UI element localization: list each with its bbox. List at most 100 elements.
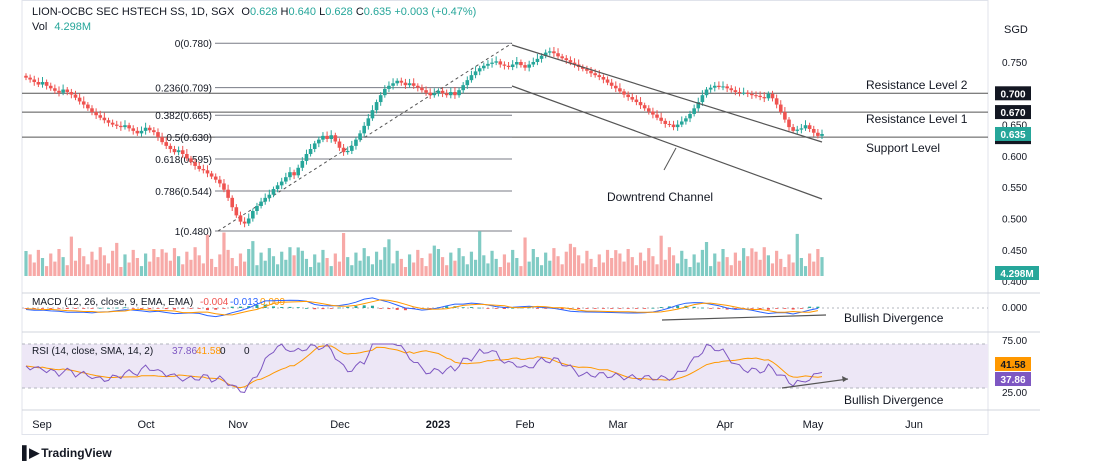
macd-histogram-bar [783, 308, 787, 309]
volume-bar [622, 261, 626, 276]
candle-body [778, 104, 783, 113]
volume-bar [98, 247, 102, 276]
macd-histogram-bar [791, 308, 795, 310]
candle-body [395, 80, 399, 84]
macd-histogram-bar [775, 308, 779, 309]
candle-body [754, 95, 758, 97]
volume-bar [733, 252, 737, 276]
macd-histogram-bar [379, 308, 383, 309]
tradingview-logo[interactable]: ▌▶ TradingView [22, 445, 112, 461]
candle-body [461, 85, 465, 91]
volume-bar [816, 249, 820, 276]
candle-body [663, 120, 668, 124]
macd-histogram-bar [346, 306, 350, 308]
candle-body [436, 90, 441, 94]
close-label: C [355, 6, 364, 18]
low-value: 0.628 [325, 6, 353, 18]
candle-body [675, 124, 680, 128]
volume-bar [358, 260, 362, 276]
candle-body [201, 169, 206, 171]
candle-body [143, 127, 148, 131]
candle-body [226, 189, 230, 198]
candle-body [36, 82, 41, 85]
candle-body [605, 79, 610, 83]
rsi-value: 37.86 [172, 346, 197, 357]
volume-bar [333, 253, 337, 276]
volume-bar [172, 248, 177, 276]
volume-bar [65, 265, 69, 276]
fib-label: 0.382(0.665) [155, 111, 212, 122]
candle-body [362, 125, 366, 134]
macd-histogram-bar [709, 308, 713, 309]
volume-bar [688, 267, 692, 276]
volume-bar [209, 258, 214, 276]
volume-bar [478, 231, 482, 276]
channel-upper-line [511, 44, 823, 143]
volume-bar [808, 253, 812, 276]
macd-histogram-bar [403, 308, 407, 311]
candle-body [271, 189, 276, 195]
macd-annotation: Bullish Divergence [844, 311, 944, 325]
candle-body [552, 51, 556, 54]
volume-bar [325, 258, 329, 276]
candle-body [490, 62, 494, 64]
volume-bar [709, 266, 713, 276]
volume-bar [40, 258, 45, 276]
volume-bar [696, 262, 700, 276]
macd-value: -0.013 [230, 297, 259, 308]
macd-histogram-bar [544, 308, 548, 309]
volume-bar [86, 264, 90, 276]
macd-histogram-bar [478, 307, 482, 309]
macd-histogram-bar [73, 308, 77, 309]
volume-bar [795, 233, 799, 276]
level-label: Support Level [866, 141, 940, 155]
volume-bar [420, 258, 424, 276]
price-axis-tick: 0.550 [1002, 183, 1027, 194]
volume-bar [428, 253, 432, 276]
volume-bar [684, 258, 688, 276]
macd-histogram-bar [511, 307, 515, 309]
candle-body [646, 108, 651, 112]
candle-body [659, 117, 663, 121]
volume-bar [201, 263, 205, 276]
price-axis-tick: 0.400 [1002, 277, 1027, 288]
volume-bar [271, 256, 276, 276]
volume-bar [432, 245, 436, 276]
candle-body [482, 65, 486, 69]
volume-bar [713, 253, 717, 276]
volume-bar [403, 267, 408, 276]
volume-bar [313, 254, 317, 276]
candle-body [284, 177, 288, 182]
candle-body [758, 95, 762, 98]
candle-body [304, 154, 309, 161]
candle-body [651, 111, 655, 115]
volume-bar [416, 249, 420, 276]
candle-body [73, 94, 78, 98]
macd-histogram-bar [329, 308, 333, 309]
volume-bar [758, 259, 762, 276]
candle-body [156, 132, 160, 138]
candle-body [246, 218, 251, 224]
macd-histogram-bar [164, 308, 168, 310]
candle-body [189, 158, 193, 163]
volume-bar [568, 243, 573, 276]
candle-body [69, 92, 74, 95]
candle-body [317, 139, 321, 144]
candle-body [131, 128, 136, 131]
price-axis-tick: 0.500 [1002, 215, 1027, 226]
candle-body [279, 181, 284, 186]
volume-bar [135, 258, 139, 276]
volume-bar [399, 258, 403, 276]
price-axis-tick: 0.450 [1002, 246, 1027, 257]
candle-body [572, 62, 577, 65]
volume-bar [766, 255, 770, 276]
macd-histogram-bar [115, 307, 119, 309]
volume-bar [255, 265, 259, 276]
candle-body [770, 93, 775, 99]
tradingview-logo-text: TradingView [41, 446, 112, 460]
fib-label: 0(0.780) [175, 39, 212, 50]
candle-body [354, 139, 358, 146]
macd-histogram-bar [304, 307, 308, 309]
volume-bar [515, 258, 519, 276]
